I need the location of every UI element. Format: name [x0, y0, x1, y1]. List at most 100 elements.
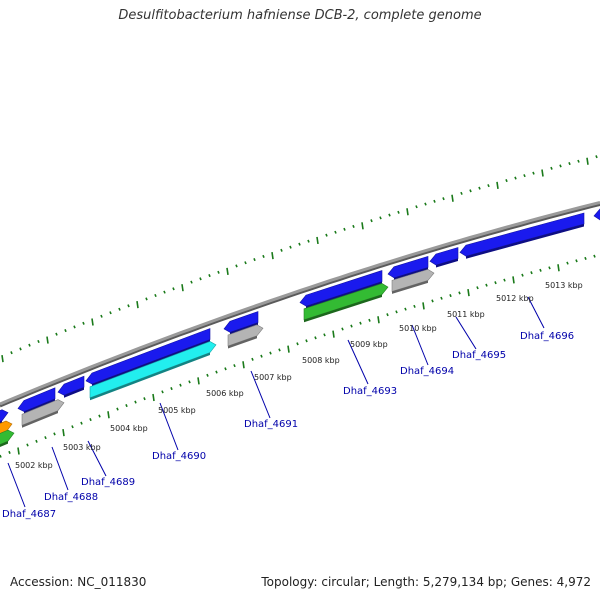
gene-feature[interactable] — [391, 269, 435, 292]
gene-feature[interactable] — [227, 324, 264, 347]
gene-label-leader — [250, 370, 271, 419]
gene-label-leader — [7, 462, 26, 508]
inner-tick-mark — [296, 342, 299, 346]
gene-label-leader — [347, 339, 369, 385]
outer-tick-mark — [334, 230, 337, 234]
gene-label[interactable]: Dhaf_4694 — [400, 366, 454, 377]
inner-tick-mark — [197, 377, 200, 385]
outer-tick-mark — [541, 169, 544, 177]
kbp-label: 5012 kbp — [496, 294, 534, 303]
gene-label[interactable]: Dhaf_4693 — [343, 386, 397, 397]
inner-tick-mark — [26, 443, 29, 447]
inner-tick-mark — [53, 432, 56, 436]
gene-feature[interactable] — [0, 409, 9, 426]
inner-tick-mark — [575, 259, 578, 263]
outer-tick-mark — [370, 219, 373, 223]
inner-tick-mark — [233, 364, 236, 368]
inner-tick-mark — [521, 273, 524, 277]
kbp-label: 5007 kbp — [254, 373, 292, 382]
outer-tick-mark — [253, 258, 256, 262]
gene-feature[interactable] — [89, 341, 217, 399]
outer-tick-mark — [181, 284, 184, 292]
gene-feature[interactable] — [299, 270, 383, 307]
inner-tick-mark — [242, 361, 245, 369]
outer-tick-mark — [478, 186, 481, 190]
gene-labels: Dhaf_4687 Dhaf_4688 Dhaf_4689 Dhaf_4690 Dhaf… — [2, 331, 574, 520]
outer-tick-mark — [91, 318, 94, 326]
inner-tick-mark — [539, 268, 542, 272]
kbp-label: 5010 kbp — [399, 324, 437, 333]
outer-tick-mark — [46, 336, 49, 344]
gene-feature[interactable] — [0, 420, 13, 439]
inner-tick-mark — [179, 383, 182, 387]
outer-tick-mark — [496, 181, 499, 189]
outer-tick-mark — [109, 311, 112, 315]
inner-tick-mark — [143, 397, 146, 401]
outer-tick-mark — [451, 194, 454, 202]
kbp-label: 5002 kbp — [15, 461, 53, 470]
inner-tick-mark — [305, 339, 308, 343]
outer-tick-mark — [163, 290, 166, 294]
kbp-scale-labels: 5002 kbp 5003 kbp 5004 kbp 5005 kbp 5006 kbp… — [15, 281, 583, 470]
gene-label[interactable]: Dhaf_4689 — [81, 477, 135, 488]
outer-tick-mark — [442, 197, 445, 201]
gene-label[interactable]: Dhaf_4687 — [2, 509, 56, 520]
outer-tick-mark — [514, 176, 517, 180]
inner-tick-mark — [476, 286, 479, 290]
outer-tick-mark — [388, 213, 391, 217]
inner-tick-mark — [530, 271, 533, 275]
gene-label[interactable]: Dhaf_4695 — [452, 350, 506, 361]
outer-tick-mark — [586, 157, 589, 165]
outer-tick-mark — [550, 166, 553, 170]
inner-tick-mark — [548, 266, 551, 270]
gene-label[interactable]: Dhaf_4696 — [520, 331, 574, 342]
inner-tick-mark — [404, 307, 407, 311]
inner-tick-mark — [395, 310, 398, 314]
outer-tick-mark — [433, 199, 436, 203]
gene-feature-shadow — [436, 258, 458, 268]
gene-label[interactable]: Dhaf_4688 — [44, 492, 98, 503]
outer-tick-mark — [28, 343, 31, 347]
kbp-label: 5008 kbp — [302, 356, 340, 365]
gene-label[interactable]: Dhaf_4691 — [244, 419, 298, 430]
outer-tick-mark — [523, 174, 526, 178]
inner-tick-mark — [89, 418, 92, 422]
inner-tick-mark — [251, 357, 254, 361]
inner-tick-mark — [62, 428, 65, 437]
inner-tick-mark — [494, 281, 497, 285]
gene-label-leader — [455, 316, 477, 350]
outer-tick-mark — [73, 325, 76, 329]
genome-backbone-shadow — [0, 202, 600, 408]
outer-tick-mark — [397, 210, 400, 214]
outer-tick-mark — [37, 339, 40, 344]
kbp-label: 5005 kbp — [158, 406, 196, 415]
outer-tick-mark — [208, 274, 211, 278]
label-leader-lines — [7, 296, 545, 508]
outer-tick-mark — [145, 297, 148, 301]
inner-tick-mark — [422, 302, 425, 310]
outer-tick-mark — [199, 277, 202, 281]
outer-tick-mark — [1, 355, 4, 363]
outer-tick-mark — [559, 164, 562, 168]
gene-label[interactable]: Dhaf_4690 — [152, 451, 206, 462]
gene-feature[interactable] — [303, 283, 389, 321]
gene-feature[interactable] — [593, 206, 600, 221]
inner-tick-mark — [341, 327, 344, 331]
inner-tick-mark — [98, 414, 101, 418]
gene-feature[interactable] — [0, 429, 15, 449]
gene-feature[interactable] — [387, 255, 429, 279]
gene-feature[interactable] — [21, 399, 65, 426]
inner-tick-mark — [359, 321, 362, 325]
inner-tick-mark — [386, 313, 389, 317]
outer-tick-mark — [406, 208, 409, 216]
gene-feature-shadow — [22, 410, 58, 428]
gene-label-leader — [51, 446, 69, 491]
inner-tick-mark — [0, 454, 2, 458]
outer-tick-mark — [172, 287, 175, 291]
kbp-label: 5011 kbp — [447, 310, 485, 319]
inner-tick-mark — [512, 276, 515, 284]
inner-tick-mark — [350, 324, 353, 328]
outer-tick-mark — [244, 261, 247, 265]
gene-feature-shadow — [228, 335, 257, 349]
inner-tick-mark — [17, 447, 20, 455]
